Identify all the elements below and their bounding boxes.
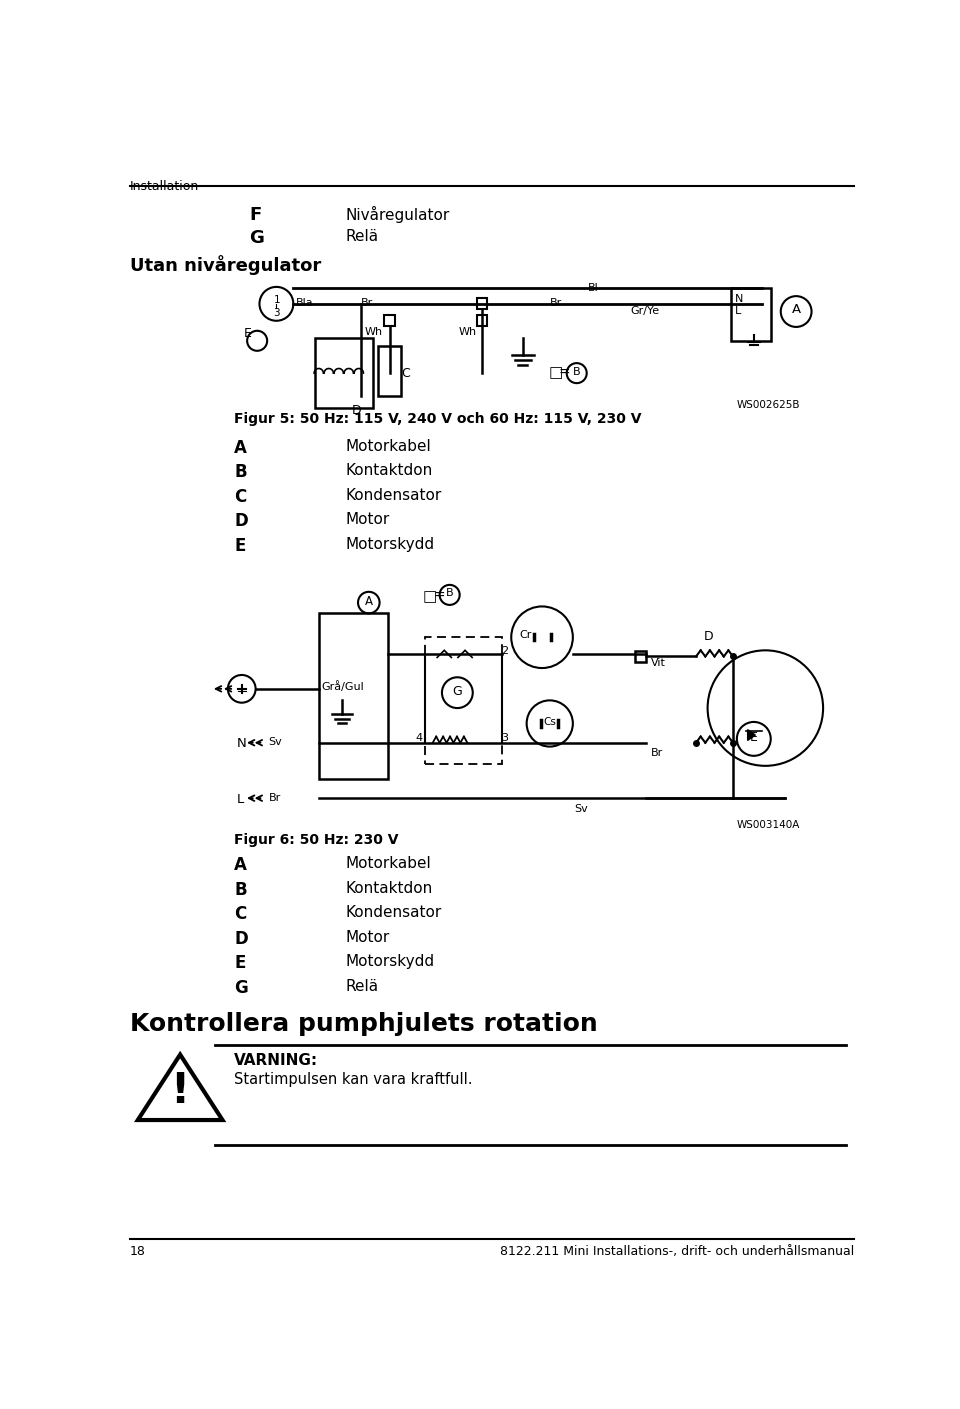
Text: Wh: Wh	[459, 327, 477, 337]
Text: WS003140A: WS003140A	[736, 820, 800, 830]
Text: D: D	[234, 930, 248, 948]
Text: F: F	[250, 206, 262, 224]
Text: Nivåregulator: Nivåregulator	[346, 206, 450, 223]
Text: Motorskydd: Motorskydd	[346, 537, 435, 552]
Text: □: □	[422, 589, 437, 603]
Text: Bl: Bl	[588, 283, 599, 293]
Text: A: A	[792, 303, 801, 317]
Text: Motor: Motor	[346, 930, 390, 945]
Text: C: C	[401, 366, 410, 380]
Text: =: =	[434, 589, 445, 603]
Text: D: D	[352, 404, 362, 417]
Bar	[384, 316, 395, 325]
Bar	[319, 613, 388, 779]
Text: Bla: Bla	[296, 299, 313, 309]
Text: C: C	[234, 488, 247, 506]
Text: N: N	[236, 737, 246, 751]
Text: A: A	[234, 438, 247, 457]
Text: Startimpulsen kan vara kraftfull.: Startimpulsen kan vara kraftfull.	[234, 1071, 472, 1086]
Text: Motorkabel: Motorkabel	[346, 438, 431, 454]
Text: Installation: Installation	[131, 180, 200, 193]
Bar	[378, 347, 401, 396]
Text: D: D	[704, 630, 713, 643]
Polygon shape	[748, 730, 756, 740]
Text: 1: 1	[274, 294, 280, 304]
Text: Cs: Cs	[543, 717, 556, 727]
Text: □: □	[548, 365, 563, 380]
Bar	[476, 316, 488, 325]
Text: Sv: Sv	[574, 805, 588, 814]
Text: G: G	[234, 979, 248, 998]
Text: E: E	[234, 537, 246, 555]
Text: Motorkabel: Motorkabel	[346, 855, 431, 871]
Text: A: A	[365, 595, 372, 607]
Text: !: !	[171, 1069, 190, 1112]
Text: Motor: Motor	[346, 513, 390, 527]
Text: A: A	[234, 855, 247, 874]
Text: G: G	[250, 230, 264, 247]
Text: Kontaktdon: Kontaktdon	[346, 881, 433, 896]
Text: C: C	[234, 905, 247, 923]
Text: Relä: Relä	[346, 979, 379, 995]
Text: 2: 2	[501, 647, 509, 657]
Bar	[315, 338, 372, 407]
Text: Kondensator: Kondensator	[346, 905, 442, 920]
Text: Gr/Ye: Gr/Ye	[631, 306, 660, 316]
Text: WS002625B: WS002625B	[736, 400, 800, 410]
Text: Relä: Relä	[346, 230, 379, 244]
Text: G: G	[452, 685, 462, 697]
Text: B: B	[573, 366, 581, 376]
Text: E: E	[244, 327, 252, 340]
Text: Kontaktdon: Kontaktdon	[346, 464, 433, 478]
Text: 3: 3	[501, 734, 508, 744]
Text: 3: 3	[274, 309, 280, 318]
Text: L: L	[735, 306, 741, 316]
Text: Motorskydd: Motorskydd	[346, 954, 435, 969]
Text: Kondensator: Kondensator	[346, 488, 442, 503]
Text: Br: Br	[651, 748, 662, 758]
Text: N: N	[735, 294, 744, 304]
Text: Wh: Wh	[365, 327, 383, 337]
Text: B: B	[445, 589, 453, 599]
Text: Cr: Cr	[519, 630, 531, 640]
Text: Sv: Sv	[269, 737, 282, 747]
Text: Br: Br	[361, 299, 373, 309]
Text: Kontrollera pumphjulets rotation: Kontrollera pumphjulets rotation	[131, 1012, 598, 1036]
Text: D: D	[234, 513, 248, 531]
Bar	[636, 651, 646, 662]
Text: 18: 18	[131, 1244, 146, 1258]
Text: VARNING:: VARNING:	[234, 1053, 318, 1068]
Text: L: L	[236, 793, 244, 806]
Bar	[425, 637, 502, 764]
Text: Grå/Gul: Grå/Gul	[321, 681, 364, 692]
Bar	[476, 299, 488, 309]
Text: =: =	[559, 365, 575, 379]
Text: 8122.211 Mini Installations-, drift- och underhållsmanual: 8122.211 Mini Installations-, drift- och…	[499, 1244, 853, 1258]
Text: B: B	[234, 881, 247, 899]
Text: Vit: Vit	[651, 658, 665, 668]
Text: Utan nivåregulator: Utan nivåregulator	[131, 255, 322, 275]
Text: Br: Br	[550, 299, 562, 309]
Bar	[731, 289, 771, 341]
Text: Br: Br	[269, 793, 281, 803]
Text: E: E	[750, 731, 757, 744]
Text: E: E	[234, 954, 246, 972]
Text: B: B	[234, 464, 247, 482]
Text: 4: 4	[416, 734, 422, 744]
Text: Figur 5: 50 Hz: 115 V, 240 V och 60 Hz: 115 V, 230 V: Figur 5: 50 Hz: 115 V, 240 V och 60 Hz: …	[234, 411, 641, 426]
Text: Figur 6: 50 Hz: 230 V: Figur 6: 50 Hz: 230 V	[234, 833, 398, 847]
